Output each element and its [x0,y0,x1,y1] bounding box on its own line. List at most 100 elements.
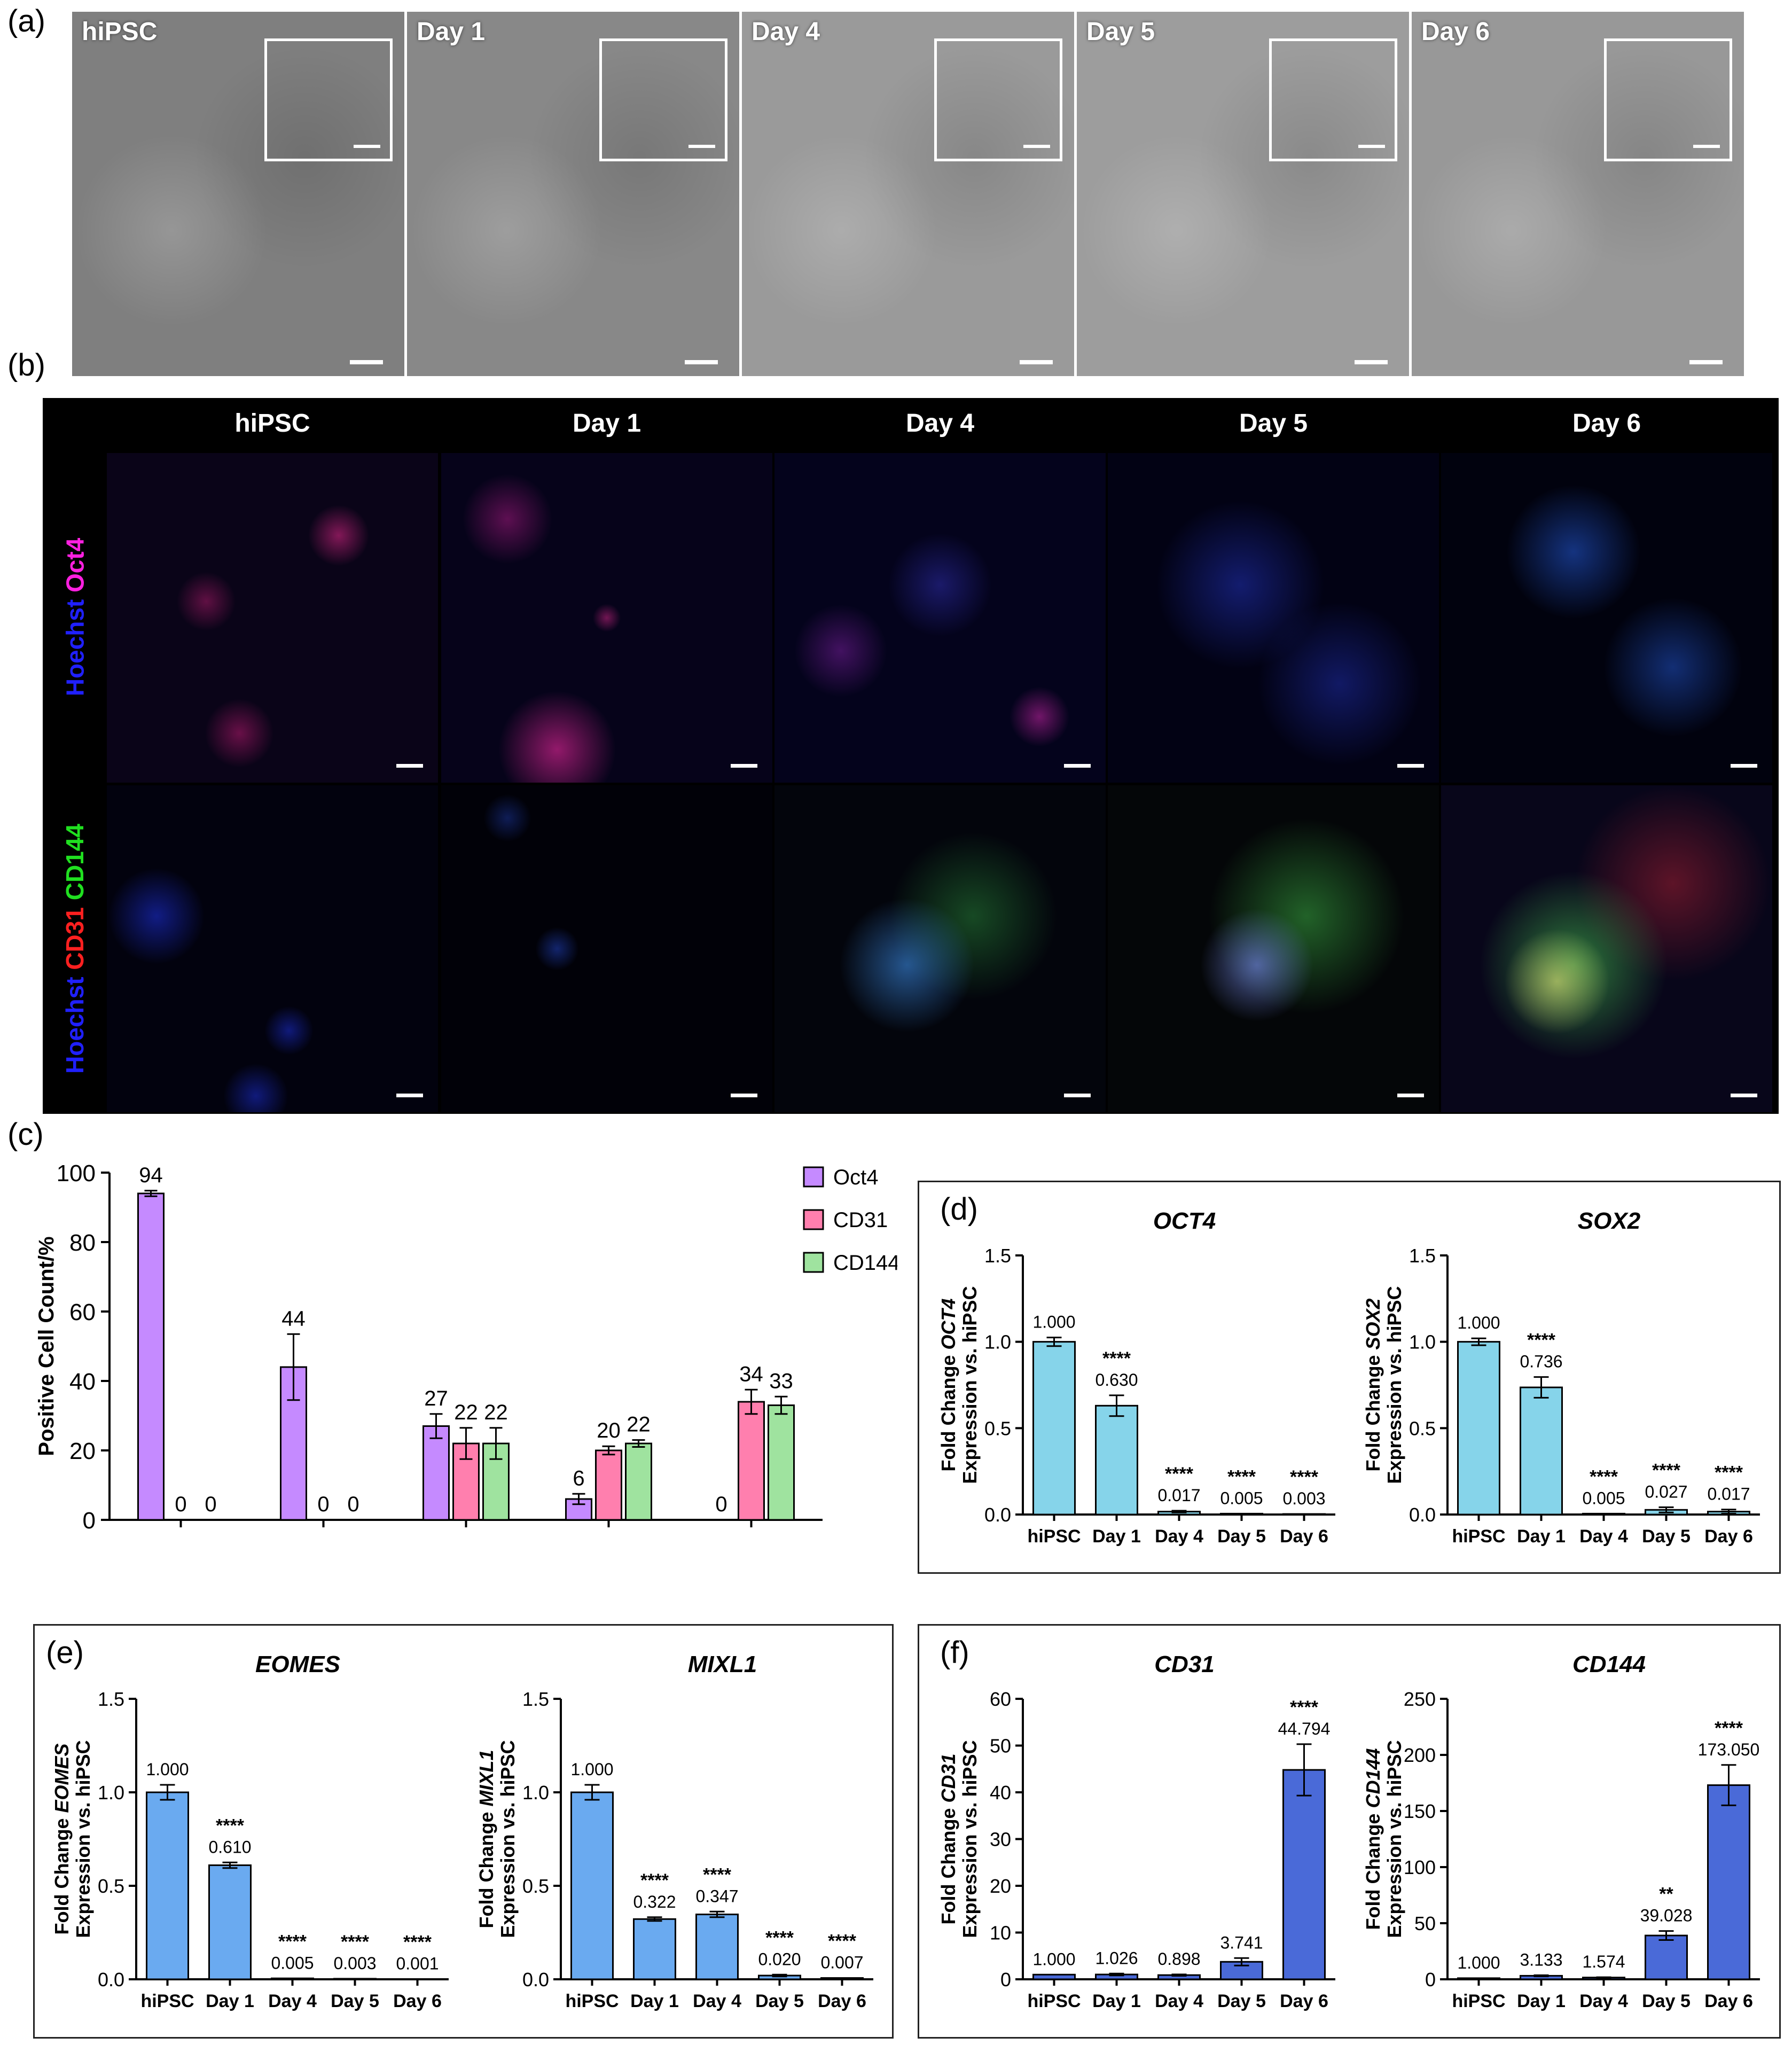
y-tick-label: 0.0 [1409,1504,1436,1526]
legend-swatch-cd144 [803,1252,824,1273]
y-tick-label: 0 [83,1508,96,1533]
chart-f-cd31: CD31 0 10 20 30 40 50 60 Fold Change CD31Express… [937,1651,1335,2011]
data-label-day-4: 0.017 [1157,1486,1200,1505]
x-tick-label-hipsc: hiPSC [1027,1526,1081,1547]
x-tick-label-day-1: Day 1 [1517,1526,1566,1547]
y-axis-title: Positive Cell Count/% [35,1236,58,1456]
bar-hipsc [146,1791,189,1980]
significance-day-5: **** [1652,1460,1681,1480]
scale-bar [731,764,757,768]
inset-scale-bar [1693,145,1720,148]
x-tick-label-hipsc: hiPSC [565,1991,619,2011]
y-axis-title-line1: Fold Change CD31 [937,1753,959,1924]
significance-day-1: **** [640,1870,669,1891]
chart-e-mixl1: MIXL1 0.0 0.5 1.0 1.5 Fold Change MIXL1Expres… [475,1651,873,2011]
scale-bar [396,1094,423,1097]
scale-bar [396,764,423,768]
y-tick-label: 60 [69,1299,96,1325]
panel-label-b: (b) [7,348,45,383]
column-header-hipsc: hiPSC [107,398,438,449]
stain-label-oct4: Oct4 [61,537,89,592]
y-tick-label: 1.0 [1409,1331,1436,1353]
fluor-image-cd31-cd144-day-4 [774,785,1106,1112]
legend-label-cd31: CD31 [833,1208,888,1232]
x-tick-label-day-6: Day 6 [1704,1526,1753,1547]
fluor-image-cd31-cd144-hipsc [107,785,438,1112]
y-tick-label: 30 [990,1829,1011,1851]
data-label-cd31-day-6: 34 [739,1362,763,1386]
fluor-image-cd31-cd144-day-1 [441,785,772,1112]
data-label-day-1: 3.133 [1520,1950,1562,1969]
scale-bar [1397,1094,1424,1097]
x-tick-label-day-6: Day 6 [1280,1526,1328,1547]
y-axis-title-gene: CD31 [937,1753,959,1802]
significance-day-1: **** [1527,1330,1556,1351]
y-tick-label: 0.0 [522,1969,549,1991]
y-tick-label: 1.5 [984,1245,1011,1267]
phase-image-label: Day 6 [1421,18,1490,46]
y-axis-title-gene: OCT4 [937,1298,959,1349]
phase-image-label: Day 5 [1086,18,1155,46]
scale-bar [1355,360,1388,364]
chart-title: SOX2 [1578,1208,1641,1234]
phase-image-label: Day 1 [417,18,486,46]
zoom-inset [1269,38,1397,161]
data-label-day-6: 0.003 [1282,1489,1325,1508]
bar-day-4 [695,1914,739,1980]
bar-cd144-day-5 [625,1442,652,1521]
y-axis-title-gene: CD144 [1362,1748,1384,1808]
y-tick-label: 60 [990,1688,1011,1710]
phase-image-label: hiPSC [82,18,158,46]
x-tick-label-day-5: Day 5 [1642,1991,1691,2011]
bar-oct4-hipsc [137,1192,165,1521]
x-tick-label-day-5: Day 5 [1217,1991,1266,2011]
panel-d-frame [918,1181,1781,1574]
y-tick-label: 0.0 [98,1969,124,1991]
fluor-image-oct4-day-5 [1108,453,1439,783]
x-tick-label-hipsc: hiPSC [140,1991,194,2011]
y-axis-title-line1: Fold Change CD144 [1362,1748,1384,1930]
phase-image-hipsc: hiPSC [72,12,404,376]
y-axis-title-line2: Expression vs. hiPSC [1383,1286,1405,1484]
bar-day-1 [208,1864,252,1980]
x-tick-label-day-4: Day 4 [1155,1991,1203,2011]
data-label-oct4-day-4: 27 [424,1387,448,1410]
y-axis-title-gene: SOX2 [1362,1298,1384,1349]
x-tick-label-day-6: Day 6 [1704,1991,1753,2011]
y-axis-title-line2: Expression vs. hiPSC [72,1740,94,1938]
y-tick-label: 1.0 [522,1782,549,1804]
bar-cd31-day-6 [738,1401,765,1521]
y-tick-label: 200 [1404,1744,1436,1766]
y-tick-label: 20 [990,1875,1011,1897]
y-axis-title-gene: EOMES [51,1743,73,1813]
x-tick-label-day-4: Day 4 [268,1991,317,2011]
data-label-day-5: 0.005 [1220,1488,1263,1508]
y-axis-title: Fold Change CD144Expression vs. hiPSC [1362,1740,1405,1938]
data-label-cd144-day-6: 33 [769,1369,793,1393]
data-label-hipsc: 1.000 [146,1760,189,1779]
y-tick-label: 0.5 [522,1875,549,1897]
y-axis-title: Fold Change EOMESExpression vs. hiPSC [51,1740,94,1938]
legend-label-cd144: CD144 [833,1251,897,1275]
zoom-inset [1604,38,1732,161]
bar-day-6 [1707,1784,1750,1980]
chart-title: CD144 [1572,1651,1646,1677]
data-label-day-1: 0.610 [208,1837,251,1856]
panel-label-c: (c) [7,1117,44,1152]
phase-image-day-4: Day 4 [742,12,1074,376]
x-tick-label-day-5: Day 5 [1642,1526,1691,1547]
bar-hipsc [1032,1973,1076,1980]
bar-day-1 [1095,1404,1138,1516]
data-label-cd144-hipsc: 0 [205,1493,216,1516]
y-tick-label: 100 [57,1160,96,1187]
data-label-cd31-hipsc: 0 [175,1493,186,1516]
significance-day-6: **** [1290,1467,1319,1487]
legend-swatch-cd31 [803,1209,824,1230]
y-tick-label: 0.5 [98,1875,124,1897]
panel-label-f: (f) [940,1635,969,1670]
significance-day-1: **** [1102,1348,1131,1369]
scale-bar [1731,764,1757,768]
